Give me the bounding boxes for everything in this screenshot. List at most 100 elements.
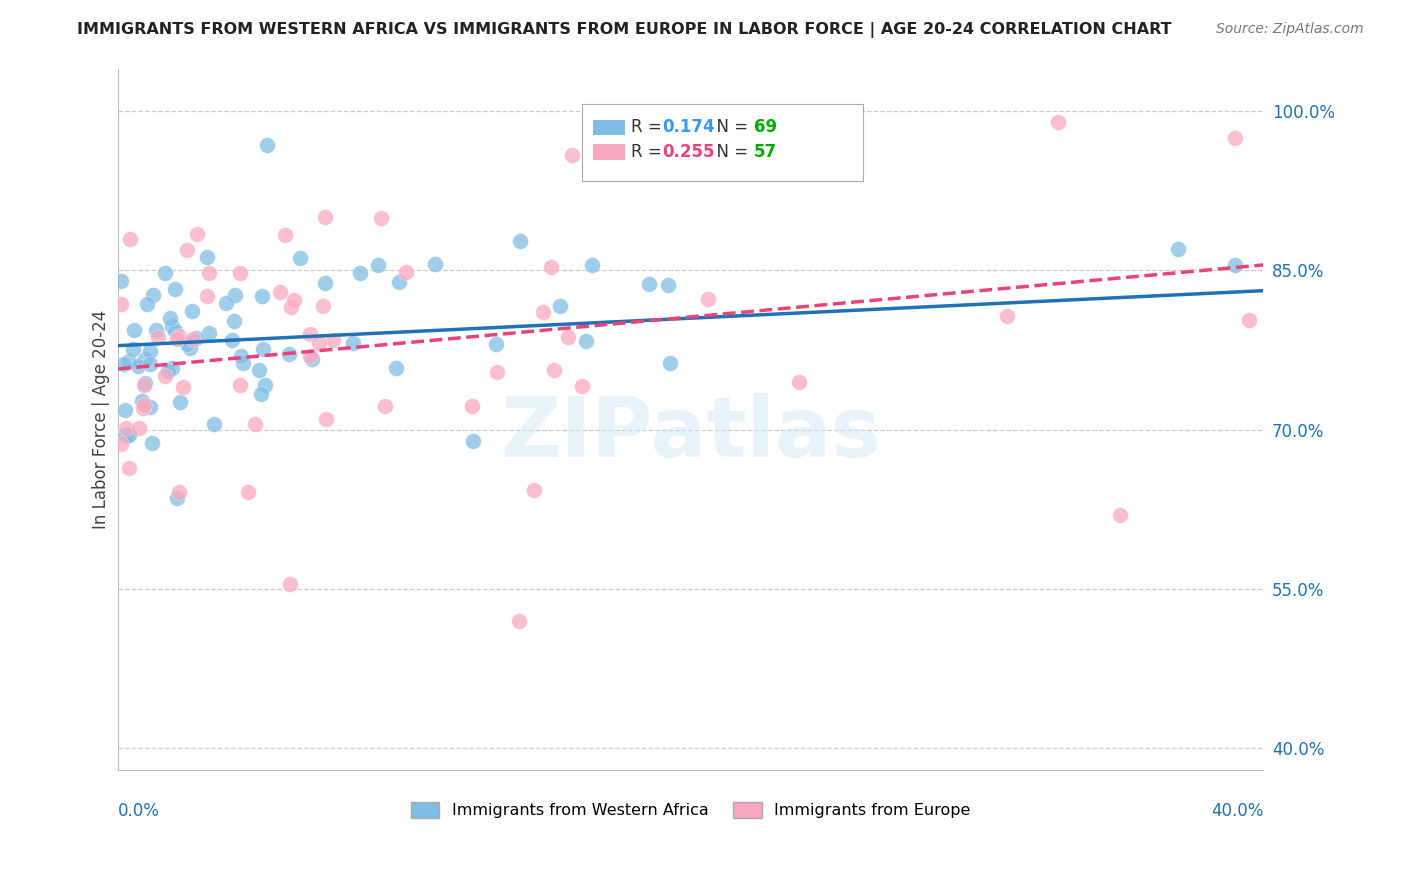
Point [274, 228, 297, 243]
Point [224, 288, 246, 302]
FancyBboxPatch shape [582, 103, 862, 181]
Point [181, 332, 204, 346]
Point [179, 341, 201, 355]
Point [374, 400, 396, 414]
Point [367, 258, 389, 272]
Text: 40.0%: 40.0% [1211, 802, 1264, 820]
Point [349, 266, 371, 280]
Point [169, 485, 191, 500]
Point [132, 401, 155, 415]
Point [787, 375, 810, 389]
Point [388, 275, 411, 289]
Point [138, 400, 160, 414]
Point [155, 368, 177, 383]
Point [1237, 312, 1260, 326]
Point [461, 399, 484, 413]
Point [637, 277, 659, 291]
Point [314, 277, 336, 291]
Point [995, 309, 1018, 323]
Point [697, 292, 720, 306]
Point [1166, 242, 1188, 256]
Text: 57: 57 [754, 143, 778, 161]
Text: N =: N = [706, 119, 754, 136]
Point [278, 347, 301, 361]
Point [236, 485, 259, 500]
Point [283, 293, 305, 308]
Point [485, 365, 508, 379]
Point [269, 285, 291, 300]
Point [134, 376, 156, 391]
Point [134, 352, 156, 367]
Point [423, 257, 446, 271]
Text: 0.174: 0.174 [662, 119, 714, 136]
Point [110, 437, 132, 451]
Text: N =: N = [706, 143, 754, 161]
Text: ZIPatlas: ZIPatlas [501, 392, 882, 474]
Legend: Immigrants from Western Africa, Immigrants from Europe: Immigrants from Western Africa, Immigran… [405, 796, 977, 825]
Point [314, 210, 336, 224]
Point [153, 266, 176, 280]
Point [523, 483, 546, 497]
Point [250, 386, 273, 401]
Point [561, 148, 583, 162]
Point [280, 301, 302, 315]
Point [184, 331, 207, 345]
Point [159, 311, 181, 326]
Point [243, 417, 266, 432]
Point [120, 232, 142, 246]
Point [370, 211, 392, 226]
Point [121, 343, 143, 357]
Point [118, 461, 141, 475]
Point [229, 378, 252, 392]
Point [575, 334, 598, 349]
Point [169, 329, 191, 343]
Point [252, 343, 274, 357]
Point [1047, 115, 1070, 129]
Point [288, 251, 311, 265]
Point [176, 337, 198, 351]
Text: 0.255: 0.255 [662, 143, 714, 161]
Point [229, 266, 252, 280]
Point [278, 576, 301, 591]
Point [139, 344, 162, 359]
Point [131, 393, 153, 408]
Point [112, 357, 135, 371]
Text: Source: ZipAtlas.com: Source: ZipAtlas.com [1216, 22, 1364, 37]
Point [571, 378, 593, 392]
Point [180, 303, 202, 318]
Point [165, 324, 187, 338]
Point [540, 260, 562, 274]
Point [128, 421, 150, 435]
Point [139, 357, 162, 371]
Point [221, 334, 243, 348]
Point [485, 337, 508, 351]
Text: IMMIGRANTS FROM WESTERN AFRICA VS IMMIGRANTS FROM EUROPE IN LABOR FORCE | AGE 20: IMMIGRANTS FROM WESTERN AFRICA VS IMMIGR… [77, 22, 1173, 38]
Point [508, 614, 530, 628]
Point [557, 330, 579, 344]
Point [298, 327, 321, 342]
Point [543, 363, 565, 377]
Point [548, 299, 571, 313]
Point [657, 278, 679, 293]
Point [134, 398, 156, 412]
Point [298, 349, 321, 363]
Point [110, 274, 132, 288]
Point [198, 266, 221, 280]
Point [172, 380, 194, 394]
Text: 0.0%: 0.0% [118, 802, 160, 820]
Point [136, 297, 159, 311]
Point [166, 332, 188, 346]
Point [1223, 258, 1246, 272]
Point [162, 361, 184, 376]
Point [145, 323, 167, 337]
Point [110, 297, 132, 311]
Point [394, 265, 416, 279]
Point [202, 417, 225, 432]
Point [308, 335, 330, 350]
Point [114, 403, 136, 417]
Point [141, 436, 163, 450]
Point [115, 421, 138, 435]
Text: 69: 69 [754, 119, 778, 136]
Text: R =: R = [631, 119, 668, 136]
Point [117, 353, 139, 368]
